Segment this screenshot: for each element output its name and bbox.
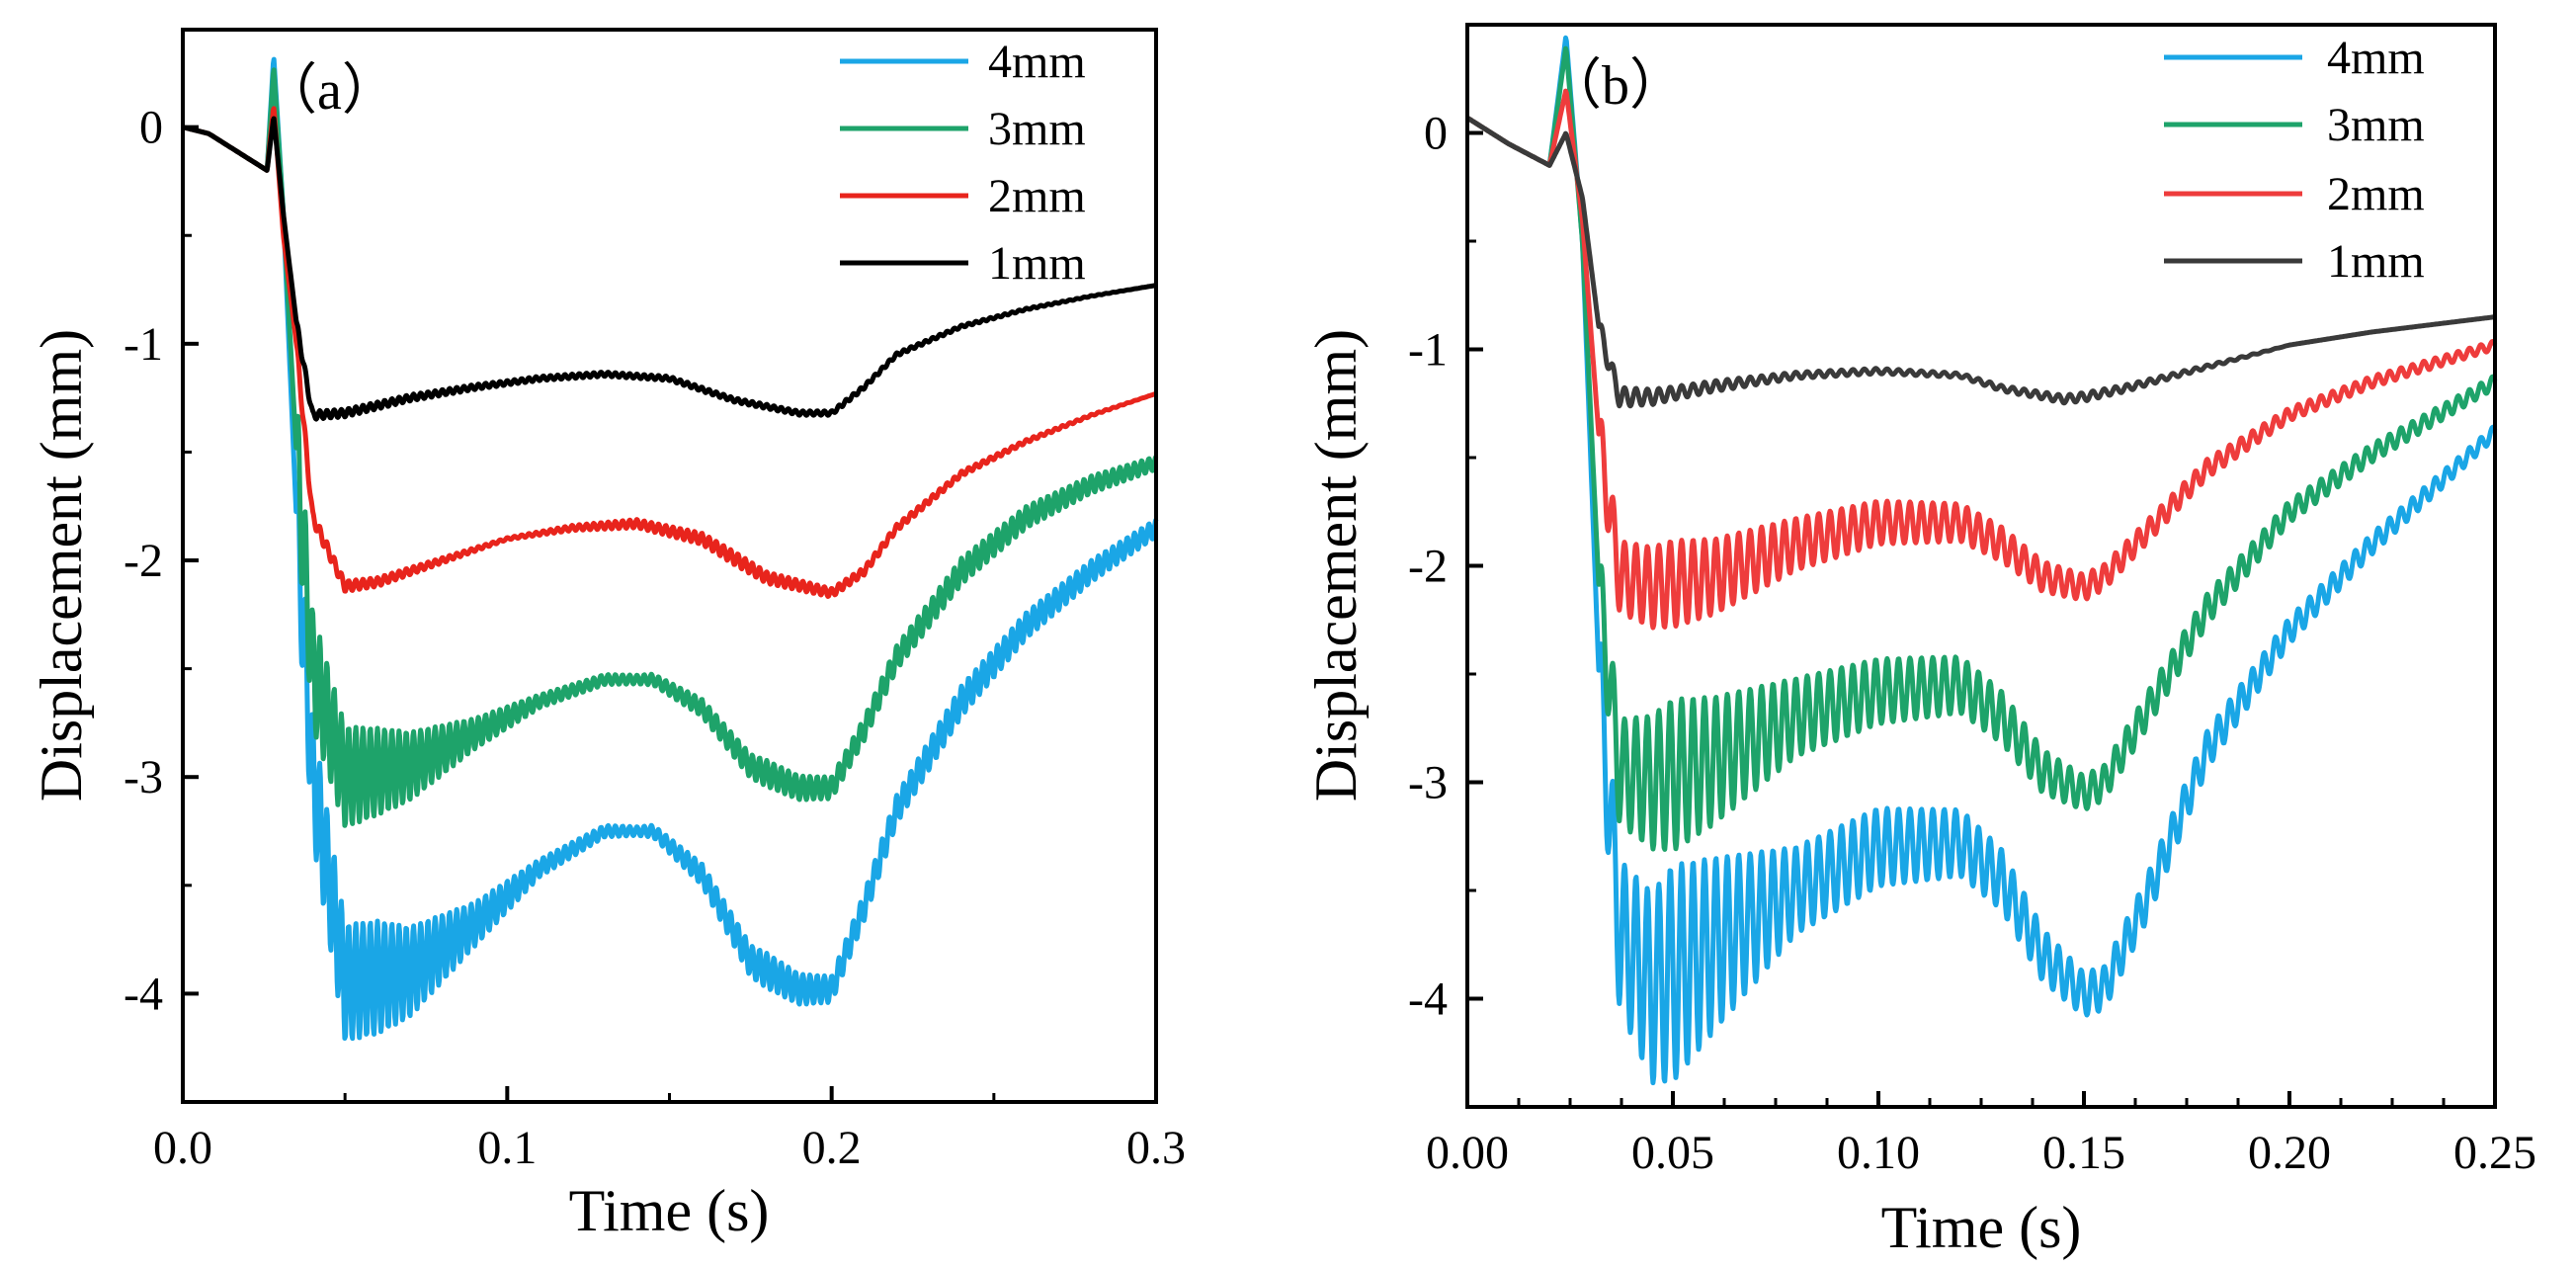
panel-a-x-axis: 0.0 0.1 0.2 0.3 <box>153 1086 1186 1174</box>
legend-4mm-label: 4mm <box>2327 32 2425 84</box>
y-tick-label: -4 <box>124 968 163 1020</box>
legend-3mm-label: 3mm <box>988 103 1086 155</box>
x-tick-label: 0.15 <box>2042 1127 2125 1179</box>
y-tick-label: -3 <box>1408 757 1448 809</box>
panel-a-x-axis-title: Time (s) <box>569 1178 770 1243</box>
legend-3mm-label: 3mm <box>2327 99 2425 151</box>
panel-a-y-axis-title: Displacement (mm) <box>29 329 94 802</box>
panel-b-chart: 0 -1 -2 -3 -4 0.00 0.05 0.10 0.15 0.20 0.25 （b） T… <box>1303 23 2536 1260</box>
y-tick-label: -2 <box>1408 541 1448 593</box>
x-tick-label: 0.3 <box>1126 1122 1186 1174</box>
panel-b-legend: 4mm 3mm 2mm 1mm <box>2164 32 2425 288</box>
legend-2mm-label: 2mm <box>988 170 1086 222</box>
panel-b-series-group <box>1465 35 2498 1086</box>
y-tick-label: -4 <box>1408 973 1448 1026</box>
y-tick-label: -1 <box>1408 324 1448 377</box>
x-tick-label: 0.00 <box>1426 1127 1509 1179</box>
series-4mm-line <box>1465 35 2498 1086</box>
legend-2mm-label: 2mm <box>2327 168 2425 220</box>
x-tick-label: 0.1 <box>477 1122 537 1174</box>
panel-a-y-axis: 0 -1 -2 -3 -4 <box>124 102 199 1104</box>
x-tick-label: 0.10 <box>1837 1127 1920 1179</box>
y-tick-label: -3 <box>124 751 163 803</box>
legend-4mm-label: 4mm <box>988 36 1086 88</box>
y-tick-label: -2 <box>124 535 163 587</box>
x-tick-label: 0.2 <box>802 1122 862 1174</box>
series-4mm-line <box>181 56 1159 1042</box>
legend-1mm-label: 1mm <box>2327 235 2425 288</box>
y-tick-label: -1 <box>124 318 163 371</box>
panel-a-label: （a） <box>262 60 397 122</box>
series-1mm-line <box>181 116 1158 422</box>
legend-1mm-label: 1mm <box>988 237 1086 290</box>
panel-a-series-group <box>181 56 1159 1042</box>
y-tick-label: 0 <box>139 102 163 154</box>
x-tick-label: 0.0 <box>153 1122 212 1174</box>
x-tick-label: 0.20 <box>2248 1127 2331 1179</box>
x-tick-label: 0.25 <box>2453 1127 2536 1179</box>
series-3mm-line <box>181 67 1159 828</box>
series-2mm-line <box>181 106 1158 599</box>
panel-b-y-axis: 0 -1 -2 -3 -4 <box>1408 23 1483 1109</box>
series-3mm-line <box>1465 45 2498 852</box>
panel-b-x-axis-title: Time (s) <box>1881 1195 2082 1260</box>
panel-b-x-axis: 0.00 0.05 0.10 0.15 0.20 0.25 <box>1426 1091 2536 1179</box>
series-2mm-line <box>1465 88 2498 631</box>
panel-a-legend: 4mm 3mm 2mm 1mm <box>840 36 1086 290</box>
series-1mm-line <box>1465 116 2497 409</box>
y-tick-label: 0 <box>1424 108 1448 160</box>
panel-a-chart: 0 -1 -2 -3 -4 0.0 0.1 0.2 0.3 （a） Time (s) Disp… <box>29 28 1186 1243</box>
x-tick-label: 0.05 <box>1631 1127 1714 1179</box>
panel-b-label: （b） <box>1546 55 1685 117</box>
panel-b-y-axis-title: Displacement (mm) <box>1303 329 1369 802</box>
